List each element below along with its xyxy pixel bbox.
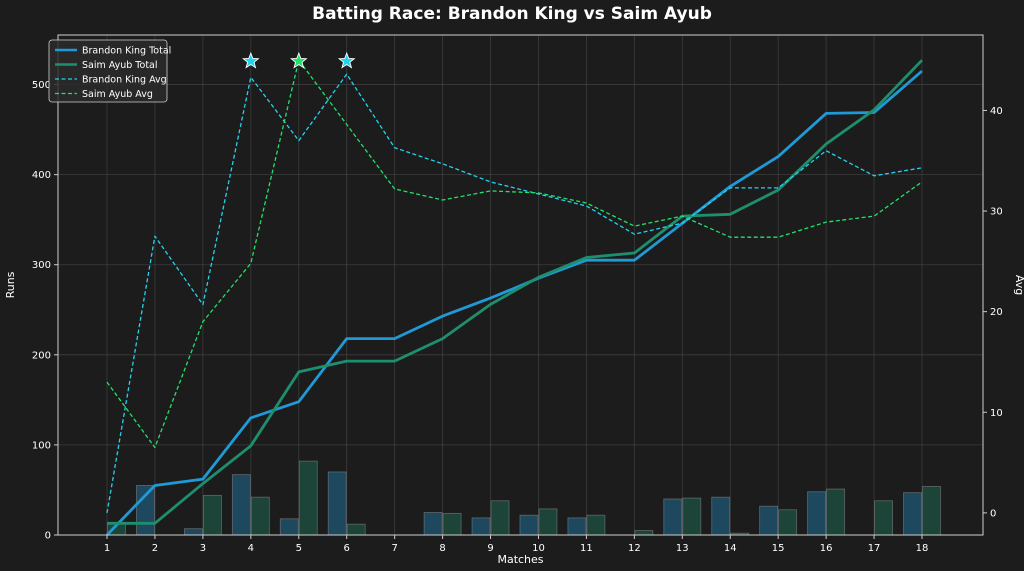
legend[interactable]: Brandon King Total Saim Ayub Total Brandon… [48,39,171,103]
legend-entry[interactable]: Brandon King Total [82,46,171,57]
x-axis-label: Matches [497,553,543,566]
y-tick-label: 100 [32,440,51,451]
bar [202,494,222,536]
lines-layer [105,59,924,536]
x-tick-label: 11 [580,543,593,554]
legend-entry[interactable]: Saim Ayub Total [82,60,158,71]
y2-tick-label: 40 [990,106,1003,117]
y-tick-label: 500 [32,80,51,91]
x-tick-label: 13 [676,543,689,554]
x-tick-label: 9 [487,543,493,554]
x-tick-label: 18 [916,543,929,554]
star-marker [337,51,356,69]
x-tick-label: 10 [532,543,545,554]
bar [759,505,779,536]
bar [279,518,299,536]
legend-entry[interactable]: Saim Ayub Avg [82,89,153,100]
x-tick-label: 12 [628,543,641,554]
bar [826,488,846,536]
bar [471,517,491,536]
bar [442,512,462,536]
y-tick-label: 200 [32,350,51,361]
chart-title: Batting Race: Brandon King vs Saim Ayub [312,4,712,24]
x-tick-label: 17 [868,543,881,554]
bar [874,500,893,536]
axes: 1 2 3 4 5 6 7 8 9 10 11 12 13 14 15 16 17 180100200300400… [32,34,1003,554]
x-tick-label: 16 [820,543,833,554]
star-marker [290,51,308,69]
y2-tick-label: 30 [990,207,1003,218]
bar [519,514,539,536]
bar [183,528,203,536]
y-tick-label: 400 [32,170,51,181]
star-marker [241,51,260,69]
bar [778,509,798,536]
bar [634,530,654,536]
y-tick-label: 0 [45,531,51,542]
plot-frame [57,34,984,536]
bar [346,523,366,536]
x-tick-label: 5 [296,543,302,554]
legend-box [48,39,168,103]
bar [711,496,731,536]
markers-layer [241,51,356,69]
bar [807,491,827,536]
x-tick-label: 8 [439,543,445,554]
bar [538,508,558,536]
y-axis-label: Runs [4,271,17,298]
y2-tick-label: 0 [990,508,996,519]
x-tick-label: 6 [344,543,350,554]
x-tick-label: 15 [772,543,785,554]
bar [567,517,587,536]
y2-tick-label: 20 [990,307,1003,318]
bar [682,497,702,536]
x-tick-label: 4 [248,543,254,554]
bar [903,492,922,536]
bar [922,485,941,536]
bar [298,460,318,536]
bar [663,498,683,536]
bar [136,485,155,536]
x-tick-label: 2 [152,543,158,554]
x-tick-label: 3 [200,543,206,554]
legend-entry[interactable]: Brandon King Avg [82,75,167,86]
y-tick-label: 300 [32,260,51,271]
y2-tick-label: 10 [990,408,1003,419]
x-tick-label: 1 [104,543,110,554]
x-tick-label: 14 [724,543,737,554]
bar [327,471,347,536]
series-line [106,73,923,514]
bar [231,474,251,536]
series-line [105,69,923,536]
bar [423,512,443,536]
series-line [106,59,923,449]
x-tick-label: 7 [391,543,397,554]
bar [250,496,270,536]
bar [490,500,510,536]
y2-axis-label: Avg [1013,275,1024,295]
bar [586,514,606,536]
